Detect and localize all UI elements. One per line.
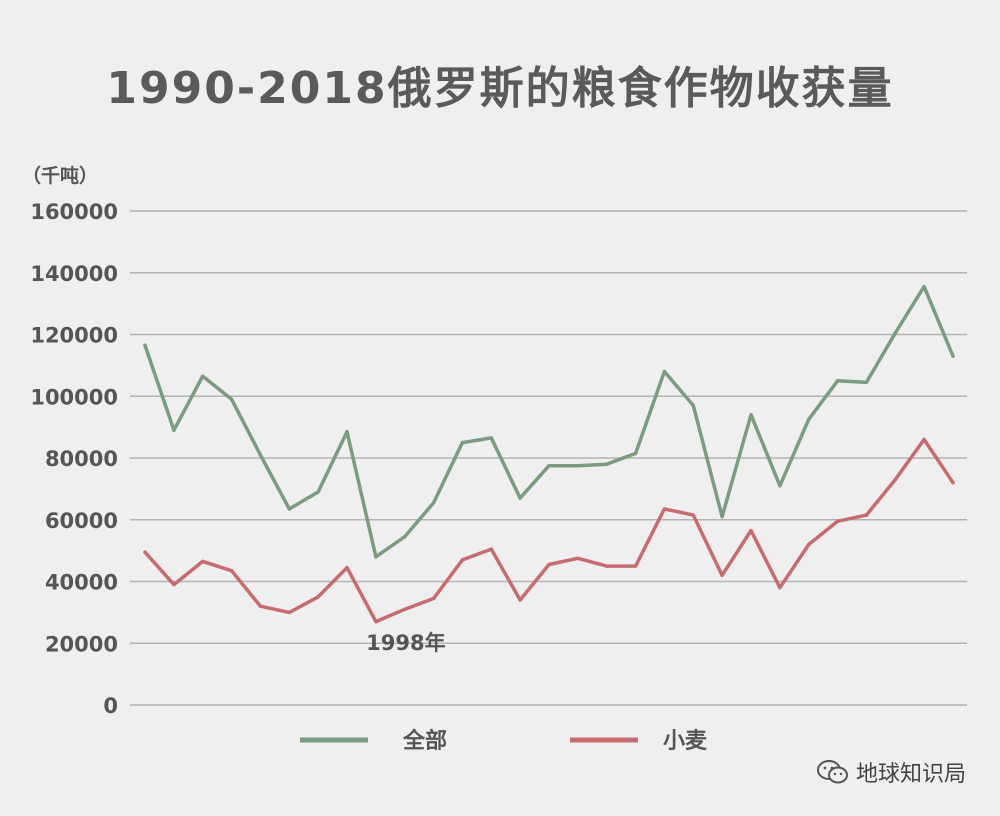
legend-label: 全部 bbox=[402, 728, 447, 754]
annotations: 1998年 bbox=[366, 631, 445, 655]
data-point bbox=[374, 619, 378, 624]
data-point bbox=[749, 528, 753, 533]
watermark-text: 地球知识局 bbox=[855, 762, 966, 787]
y-tick-label: 100000 bbox=[30, 385, 118, 409]
data-point bbox=[835, 379, 840, 383]
data-point bbox=[662, 369, 667, 374]
data-point bbox=[547, 464, 551, 468]
data-point bbox=[345, 430, 349, 434]
data-point bbox=[633, 564, 638, 568]
data-point bbox=[605, 462, 609, 466]
data-point bbox=[864, 513, 869, 517]
data-point bbox=[720, 514, 724, 519]
data-point bbox=[893, 477, 897, 482]
data-point bbox=[201, 559, 205, 564]
data-point bbox=[431, 596, 436, 601]
y-tick-label: 0 bbox=[103, 694, 118, 718]
data-point bbox=[691, 403, 695, 408]
data-point bbox=[489, 547, 493, 551]
y-tick-label: 160000 bbox=[30, 200, 118, 224]
data-point bbox=[518, 598, 522, 602]
data-point bbox=[489, 436, 493, 440]
data-point bbox=[172, 428, 176, 432]
series-lines bbox=[143, 284, 955, 624]
data-point bbox=[547, 562, 551, 567]
data-point bbox=[316, 595, 320, 599]
data-point bbox=[374, 555, 378, 559]
data-point bbox=[835, 519, 840, 523]
y-tick-label: 60000 bbox=[45, 509, 118, 533]
data-point bbox=[460, 440, 465, 445]
data-point bbox=[605, 564, 609, 568]
data-point bbox=[403, 607, 407, 611]
data-point bbox=[720, 573, 724, 578]
data-point bbox=[576, 464, 580, 468]
gridlines bbox=[130, 210, 967, 706]
data-point bbox=[807, 542, 811, 547]
data-point bbox=[201, 374, 205, 378]
data-point bbox=[403, 535, 407, 539]
series-line-0 bbox=[143, 284, 955, 559]
legend: 全部 小麦 bbox=[300, 728, 708, 754]
y-tick-labels: 0 20000 40000 60000 80000 100000 120000 140000 1… bbox=[30, 200, 118, 718]
data-point bbox=[143, 550, 147, 554]
data-point bbox=[951, 481, 955, 485]
y-tick-label: 140000 bbox=[30, 262, 118, 286]
data-point bbox=[922, 437, 926, 442]
data-point bbox=[229, 397, 234, 402]
watermark: 地球知识局 bbox=[816, 756, 966, 788]
y-tick-label: 80000 bbox=[45, 447, 118, 471]
annotation-label: 1998年 bbox=[366, 631, 445, 655]
data-point bbox=[893, 331, 897, 335]
y-tick-label: 120000 bbox=[30, 324, 118, 348]
y-axis-unit: （千吨） bbox=[22, 164, 98, 187]
data-point bbox=[518, 496, 522, 500]
data-point bbox=[287, 507, 291, 511]
y-tick-label: 20000 bbox=[45, 632, 118, 656]
data-point bbox=[172, 582, 176, 587]
data-point bbox=[258, 453, 263, 457]
data-point bbox=[258, 604, 263, 608]
data-point bbox=[431, 501, 436, 505]
data-point bbox=[143, 343, 147, 348]
data-point bbox=[316, 490, 320, 494]
data-point bbox=[778, 585, 782, 590]
data-point bbox=[691, 513, 695, 517]
data-point bbox=[864, 380, 869, 385]
data-point bbox=[807, 417, 811, 422]
data-point bbox=[345, 565, 349, 570]
y-tick-label: 40000 bbox=[45, 571, 118, 595]
chart-title: 1990-2018俄罗斯的粮食作物收获量 bbox=[106, 63, 894, 114]
data-point bbox=[749, 413, 753, 417]
legend-label: 小麦 bbox=[663, 728, 708, 754]
data-point bbox=[460, 558, 465, 562]
data-point bbox=[662, 507, 667, 511]
data-point bbox=[778, 484, 782, 488]
data-point bbox=[576, 556, 580, 561]
data-point bbox=[922, 284, 926, 289]
data-point bbox=[951, 354, 955, 358]
data-point bbox=[633, 451, 638, 456]
data-point bbox=[287, 610, 291, 615]
wechat-icon bbox=[816, 760, 848, 784]
data-point bbox=[229, 568, 234, 573]
